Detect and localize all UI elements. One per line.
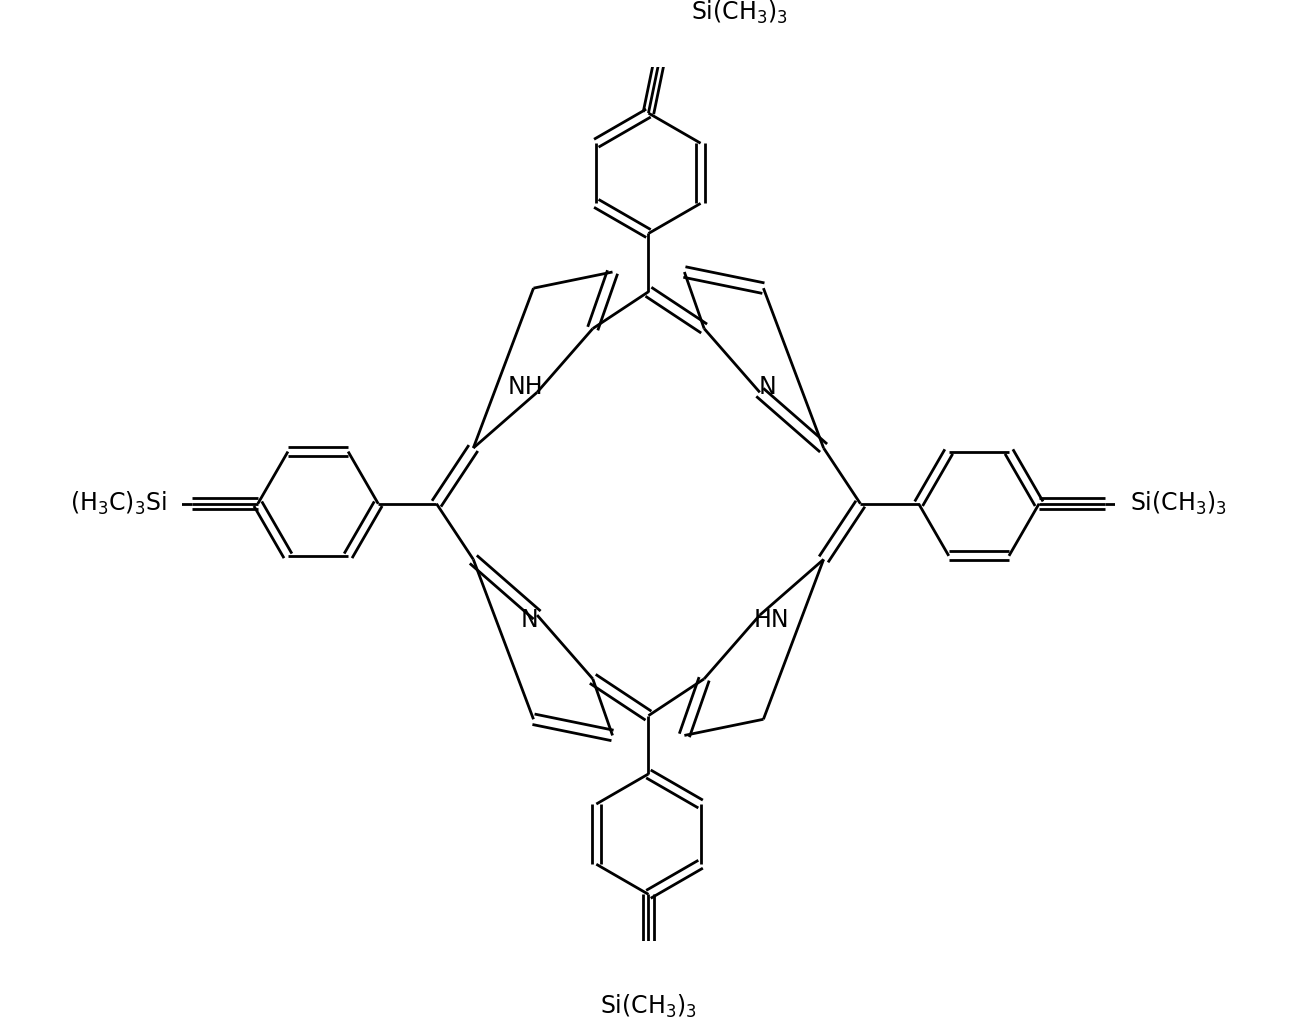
Text: HN: HN xyxy=(754,608,790,632)
Text: N: N xyxy=(520,608,538,632)
Text: NH: NH xyxy=(507,375,543,400)
Text: Si(CH$_3$)$_3$: Si(CH$_3$)$_3$ xyxy=(601,993,696,1017)
Text: Si(CH$_3$)$_3$: Si(CH$_3$)$_3$ xyxy=(1131,490,1227,518)
Text: Si(CH$_3$)$_3$: Si(CH$_3$)$_3$ xyxy=(691,0,789,25)
Text: (H$_3$C)$_3$Si: (H$_3$C)$_3$Si xyxy=(70,490,166,518)
Text: N: N xyxy=(759,375,777,400)
